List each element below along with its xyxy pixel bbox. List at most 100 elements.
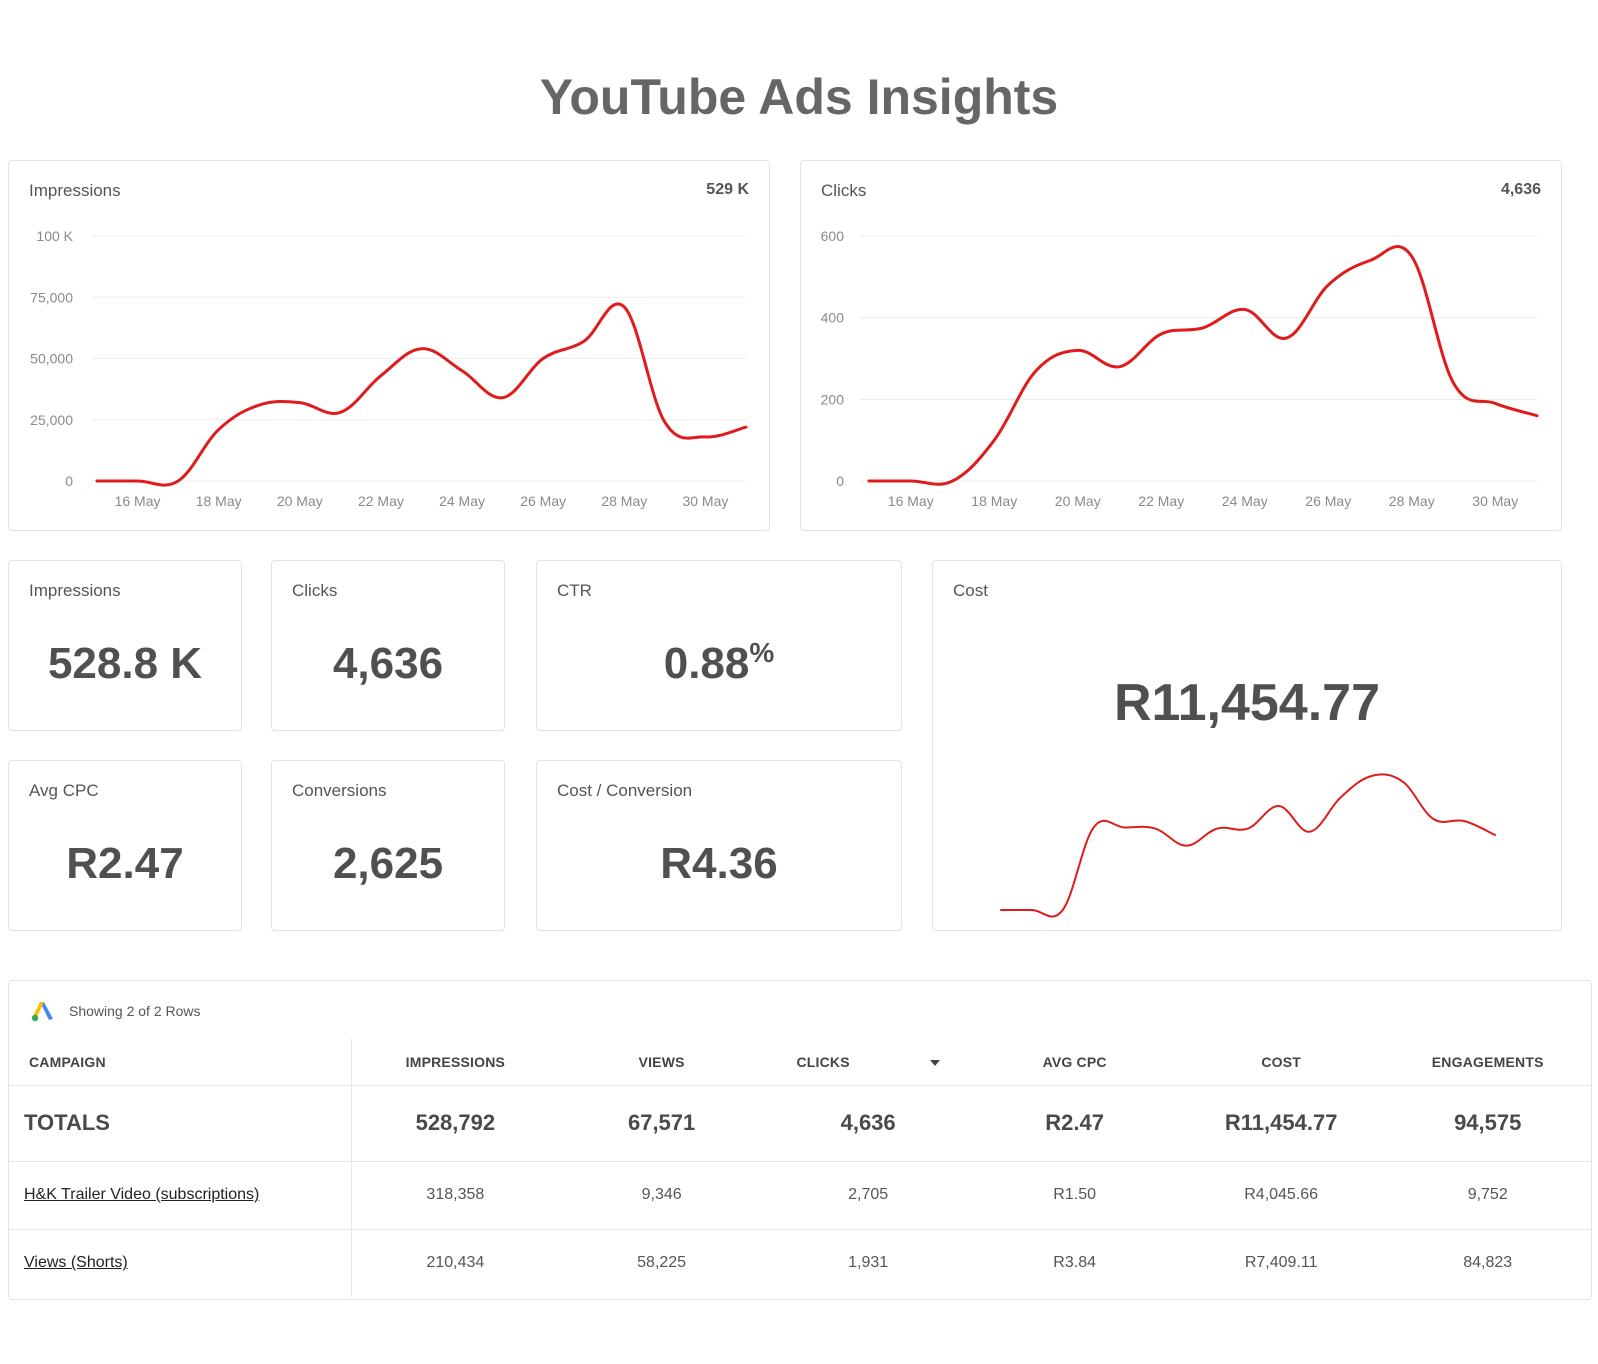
x-tick-label: 28 May — [601, 493, 647, 509]
kpi-conversions-value: 2,625 — [332, 839, 444, 888]
x-tick-label: 20 May — [277, 493, 323, 509]
col-avg-cpc[interactable]: AVG CPC — [971, 1039, 1178, 1086]
x-tick-label: 30 May — [1472, 493, 1518, 509]
x-tick-label: 20 May — [1055, 493, 1101, 509]
y-tick-label: 100 K — [36, 228, 73, 244]
clicks-chart-label: Clicks — [821, 181, 867, 200]
x-tick-label: 18 May — [196, 493, 242, 509]
totals-engagements: 94,575 — [1384, 1085, 1591, 1162]
x-tick-label: 24 May — [1222, 493, 1268, 509]
kpi-cost-label: Cost — [953, 581, 988, 600]
col-engagements[interactable]: ENGAGEMENTS — [1384, 1039, 1591, 1086]
kpi-avg-cpc-value: R2.47 — [66, 839, 184, 888]
col-cost[interactable]: COST — [1177, 1039, 1385, 1086]
rows-info: Showing 2 of 2 Rows — [69, 1003, 201, 1019]
impressions-cell: 318,358 — [351, 1161, 559, 1230]
col-impressions[interactable]: IMPRESSIONS — [351, 1039, 559, 1086]
engagements-cell: 9,752 — [1384, 1161, 1591, 1230]
google-ads-icon — [31, 1002, 53, 1022]
kpi-clicks-card: Clicks 4,636 — [271, 560, 505, 731]
x-tick-label: 24 May — [439, 493, 485, 509]
kpi-ctr-value: 0.88% — [537, 637, 901, 689]
totals-clicks: 4,636 — [764, 1085, 972, 1162]
engagements-cell: 84,823 — [1463, 1254, 1513, 1272]
campaign-table-card: Showing 2 of 2 Rows CAMPAIGN IMPRESSIONS… — [8, 980, 1592, 1300]
totals-views: 67,571 — [558, 1085, 765, 1162]
cost-cell: R4,045.66 — [1177, 1161, 1385, 1230]
table-header-row: CAMPAIGN IMPRESSIONS VIEWS CLICKS AVG CP… — [9, 1039, 1591, 1086]
impressions-chart-label: Impressions — [29, 181, 121, 200]
x-tick-label: 26 May — [1305, 493, 1351, 509]
totals-avg-cpc: R2.47 — [971, 1085, 1178, 1162]
kpi-conversions-label: Conversions — [292, 781, 387, 800]
y-tick-label: 50,000 — [30, 351, 73, 367]
kpi-ctr-percent: % — [749, 637, 775, 668]
y-tick-label: 25,000 — [30, 412, 73, 428]
avg-cpc-cell: R3.84 — [1053, 1254, 1096, 1272]
kpi-cost-per-conversion-value: R4.36 — [660, 839, 778, 888]
clicks-cell: 2,705 — [764, 1161, 972, 1230]
col-views[interactable]: VIEWS — [558, 1039, 765, 1086]
x-tick-label: 22 May — [1138, 493, 1184, 509]
kpi-ctr-number: 0.88 — [663, 639, 750, 688]
kpi-ctr-label: CTR — [557, 581, 592, 600]
clicks-chart-card: Clicks 4,636 0 200 400 600 16 May 18 May 20 Ma… — [800, 160, 1562, 531]
campaign-link[interactable]: H&K Trailer Video (subscriptions) — [24, 1186, 260, 1203]
cost-cell: R7,409.11 — [1244, 1254, 1318, 1272]
kpi-impressions-card: Impressions 528.8 K — [8, 560, 242, 731]
kpi-clicks-label: Clicks — [292, 581, 338, 600]
y-tick-label: 200 — [821, 391, 845, 407]
x-tick-label: 26 May — [520, 493, 566, 509]
y-tick-label: 0 — [836, 473, 844, 489]
avg-cpc-cell: R1.50 — [971, 1161, 1178, 1230]
table-row: Views (Shorts) 210,434 58,225 1,931 R3.8… — [9, 1229, 1591, 1297]
totals-label: TOTALS — [9, 1085, 353, 1162]
impressions-line-chart: 0 25,000 50,000 75,000 100 K 16 May 18 May 20 M… — [30, 228, 748, 509]
cost-series-line — [1000, 773, 1496, 918]
campaign-cell: Views (Shorts) — [9, 1229, 353, 1297]
impressions-chart-total: 529 K — [706, 181, 749, 198]
col-clicks-label: CLICKS — [796, 1053, 850, 1070]
y-tick-label: 75,000 — [30, 289, 73, 305]
col-clicks[interactable]: CLICKS — [764, 1039, 972, 1086]
x-tick-label: 18 May — [971, 493, 1017, 509]
clicks-chart-total: 4,636 — [1500, 181, 1541, 198]
kpi-cost-per-conversion-card: Cost / Conversion R4.36 — [536, 760, 902, 931]
kpi-avg-cpc-card: Avg CPC R2.47 — [8, 760, 242, 931]
x-tick-label: 16 May — [115, 493, 161, 509]
cost-sparkline — [1000, 773, 1496, 918]
kpi-cost-card: Cost R11,454.77 — [932, 560, 1562, 931]
campaign-link[interactable]: Views (Shorts) — [24, 1254, 128, 1272]
y-tick-label: 0 — [65, 473, 73, 489]
totals-cost: R11,454.77 — [1177, 1085, 1385, 1162]
series-line — [867, 245, 1539, 486]
kpi-conversions-card: Conversions 2,625 — [271, 760, 505, 931]
x-tick-label: 30 May — [682, 493, 728, 509]
campaign-table: CAMPAIGN IMPRESSIONS VIEWS CLICKS AVG CP… — [9, 1039, 1591, 1297]
x-tick-label: 22 May — [358, 493, 404, 509]
impressions-chart-card: Impressions 529 K 0 25,000 50,000 75,000 100… — [8, 160, 770, 531]
campaign-cell: H&K Trailer Video (subscriptions) — [9, 1161, 353, 1230]
totals-impressions: 528,792 — [351, 1085, 559, 1162]
sort-desc-icon[interactable] — [929, 1060, 940, 1067]
clicks-line-chart: 0 200 400 600 16 May 18 May 20 May 22 May 24 May… — [821, 228, 1539, 509]
views-cell: 58,225 — [637, 1254, 687, 1272]
kpi-cost-per-conversion-label: Cost / Conversion — [557, 781, 693, 800]
y-tick-label: 400 — [821, 310, 845, 326]
table-row: H&K Trailer Video (subscriptions) 318,35… — [9, 1161, 1591, 1230]
kpi-clicks-value: 4,636 — [332, 639, 444, 688]
series-line — [95, 302, 748, 487]
kpi-impressions-label: Impressions — [29, 581, 121, 600]
clicks-cell: 1,931 — [848, 1254, 889, 1272]
kpi-avg-cpc-label: Avg CPC — [29, 781, 99, 800]
kpi-cost-value: R11,454.77 — [1113, 674, 1381, 732]
page-title: YouTube Ads Insights — [539, 69, 1059, 125]
kpi-impressions-value: 528.8 K — [47, 639, 203, 688]
col-campaign[interactable]: CAMPAIGN — [9, 1039, 353, 1086]
kpi-ctr-card: CTR 0.88% — [536, 560, 902, 731]
views-cell: 9,346 — [558, 1161, 765, 1230]
totals-row: TOTALS 528,792 67,571 4,636 R2.47 R11,45… — [9, 1085, 1591, 1162]
impressions-cell: 210,434 — [426, 1254, 485, 1272]
y-tick-label: 600 — [821, 228, 845, 244]
x-tick-label: 16 May — [888, 493, 934, 509]
